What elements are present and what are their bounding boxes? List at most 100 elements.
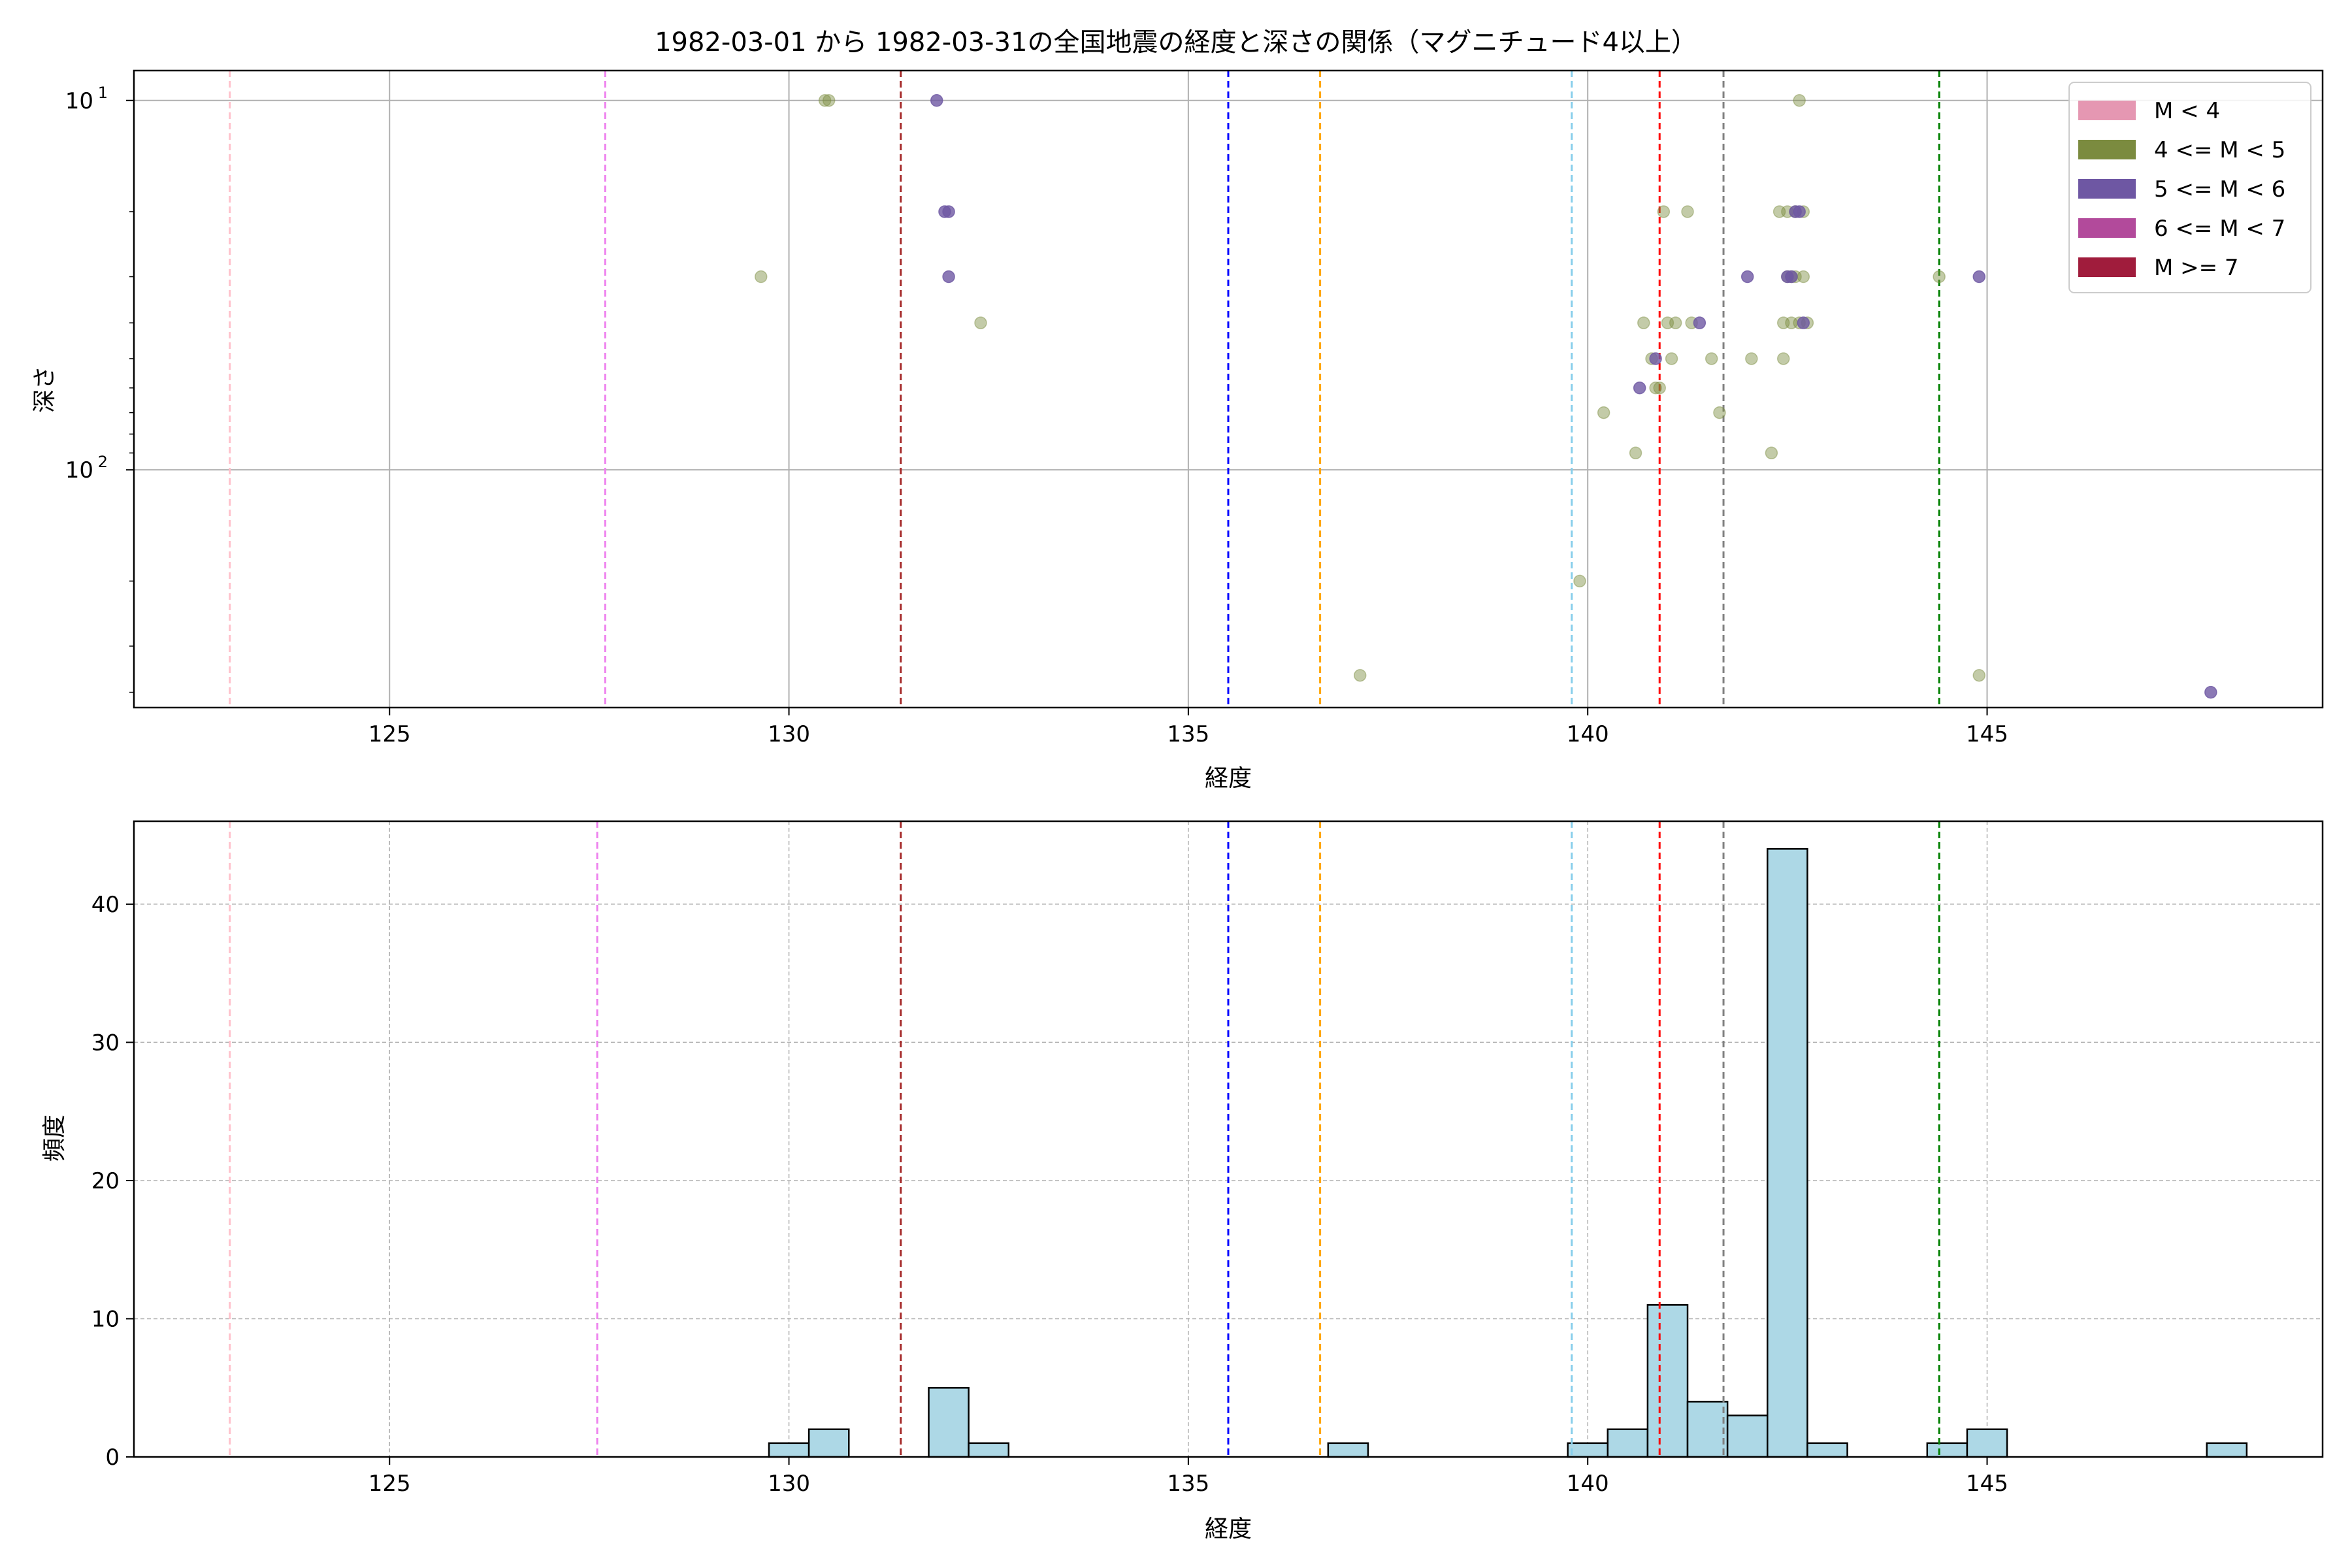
- scatter-reference-lines: [229, 71, 1940, 708]
- scatter-point: [1661, 316, 1674, 329]
- scatter-y-tick-label: 10: [65, 457, 93, 483]
- scatter-y-tick-label: 10: [65, 88, 93, 114]
- scatter-y-tick-exponent: 1: [98, 84, 108, 102]
- scatter-point: [1745, 352, 1758, 365]
- scatter-point: [1637, 316, 1650, 329]
- scatter-plot-frame: [133, 69, 2324, 709]
- histogram-bar: [1607, 1428, 1649, 1458]
- scatter-point: [942, 270, 955, 284]
- scatter-x-axis-label: 経度: [1205, 765, 1252, 792]
- histogram-bar: [1806, 1442, 1848, 1458]
- histogram-y-axis-label: 頻度: [41, 1115, 68, 1162]
- scatter-point: [1776, 316, 1790, 329]
- histogram-bar: [1567, 1442, 1609, 1458]
- scatter-point: [930, 94, 943, 107]
- histogram-x-tick-label: 140: [1567, 1471, 1609, 1497]
- histogram-y-tick-label: 0: [105, 1445, 120, 1471]
- legend-swatch: [2078, 179, 2136, 199]
- scatter-point: [1649, 352, 1662, 365]
- scatter-point: [1669, 316, 1682, 329]
- scatter-point: [974, 316, 987, 329]
- histogram-bar: [1726, 1414, 1769, 1458]
- legend-label: 6 <= M < 7: [2154, 216, 2285, 242]
- histogram-x-axis-label: 経度: [1205, 1516, 1252, 1543]
- scatter-point: [1353, 668, 1367, 682]
- scatter-point: [1633, 381, 1646, 395]
- scatter-point: [1797, 316, 1810, 329]
- scatter-point: [1765, 446, 1778, 460]
- histogram-bar: [1686, 1401, 1729, 1458]
- scatter-legend: M < 4 4 <= M < 5 5 <= M < 6 6 <= M < 7 M >= …: [2068, 82, 2311, 293]
- histogram-panel: 125 130 135 140 145 0 10 20 30 40 経度 頻度: [41, 820, 2324, 1543]
- legend-swatch: [2078, 218, 2136, 238]
- scatter-point: [1629, 446, 1642, 460]
- scatter-point: [1597, 406, 1610, 419]
- histogram-y-tick-label: 10: [91, 1306, 120, 1332]
- histogram-bar: [808, 1428, 850, 1458]
- histogram-bars: [768, 848, 2248, 1458]
- scatter-point: [1776, 352, 1790, 365]
- legend-swatch: [2078, 101, 2136, 120]
- histogram-x-tick-label: 145: [1966, 1471, 2008, 1497]
- histogram-bar: [1966, 1428, 2008, 1458]
- scatter-point: [1772, 205, 1786, 218]
- histogram-y-tick-label: 30: [91, 1030, 120, 1056]
- legend-box: [2068, 82, 2311, 293]
- histogram-bar: [1926, 1442, 1968, 1458]
- scatter-point: [2204, 685, 2217, 699]
- scatter-point: [822, 94, 836, 107]
- scatter-point: [1933, 270, 1946, 284]
- histogram-bar: [968, 1442, 1010, 1458]
- scatter-x-ticks: 125 130 135 140 145: [368, 708, 2008, 747]
- scatter-x-tick-label: 125: [368, 721, 411, 747]
- histogram-bar: [2206, 1442, 2248, 1458]
- scatter-x-tick-label: 135: [1167, 721, 1209, 747]
- histogram-x-ticks: 125 130 135 140 145: [368, 1457, 2008, 1497]
- scatter-points: [755, 94, 2217, 699]
- scatter-point: [942, 205, 955, 218]
- histogram-x-tick-label: 135: [1167, 1471, 1209, 1497]
- histogram-y-tick-label: 40: [91, 892, 120, 918]
- histogram-bar: [1646, 1304, 1689, 1458]
- scatter-point: [1657, 205, 1671, 218]
- scatter-point: [1785, 270, 1798, 284]
- legend-swatch: [2078, 257, 2136, 277]
- scatter-point: [1681, 205, 1694, 218]
- scatter-point: [1972, 270, 1986, 284]
- scatter-point: [1793, 94, 1806, 107]
- scatter-title: 1982-03-01 から 1982-03-31の全国地震の経度と深さの関係（マ…: [655, 27, 1697, 57]
- scatter-point: [1705, 352, 1718, 365]
- histogram-y-tick-label: 20: [91, 1168, 120, 1194]
- scatter-point: [1740, 270, 1754, 284]
- scatter-x-tick-label: 140: [1567, 721, 1609, 747]
- scatter-point: [818, 94, 832, 107]
- scatter-point: [1665, 352, 1678, 365]
- scatter-panel: 1982-03-01 から 1982-03-31の全国地震の経度と深さの関係（マ…: [31, 27, 2324, 792]
- scatter-y-axis-label: 深さ: [31, 366, 58, 413]
- histogram-plot-frame: [133, 820, 2324, 1458]
- legend-swatch: [2078, 140, 2136, 159]
- legend-label: 5 <= M < 6: [2154, 176, 2285, 203]
- histogram-bar: [928, 1386, 970, 1458]
- scatter-y-tick-exponent: 2: [98, 453, 108, 471]
- histogram-bar: [768, 1442, 810, 1458]
- legend-label: M >= 7: [2154, 255, 2239, 281]
- legend-label: 4 <= M < 5: [2154, 137, 2285, 163]
- scatter-point: [1972, 668, 1986, 682]
- histogram-reference-lines: [229, 821, 1940, 1457]
- scatter-point: [1653, 381, 1666, 395]
- scatter-point: [1693, 316, 1707, 329]
- histogram-bar: [1767, 848, 1808, 1458]
- scatter-point: [755, 270, 768, 284]
- scatter-point: [1573, 574, 1586, 588]
- scatter-point: [1793, 205, 1806, 218]
- histogram-x-tick-label: 130: [768, 1471, 810, 1497]
- legend-label: M < 4: [2154, 98, 2220, 124]
- histogram-x-tick-label: 125: [368, 1471, 411, 1497]
- histogram-bar: [1327, 1442, 1369, 1458]
- scatter-x-tick-label: 145: [1966, 721, 2008, 747]
- scatter-x-tick-label: 130: [768, 721, 810, 747]
- scatter-point: [1713, 406, 1726, 419]
